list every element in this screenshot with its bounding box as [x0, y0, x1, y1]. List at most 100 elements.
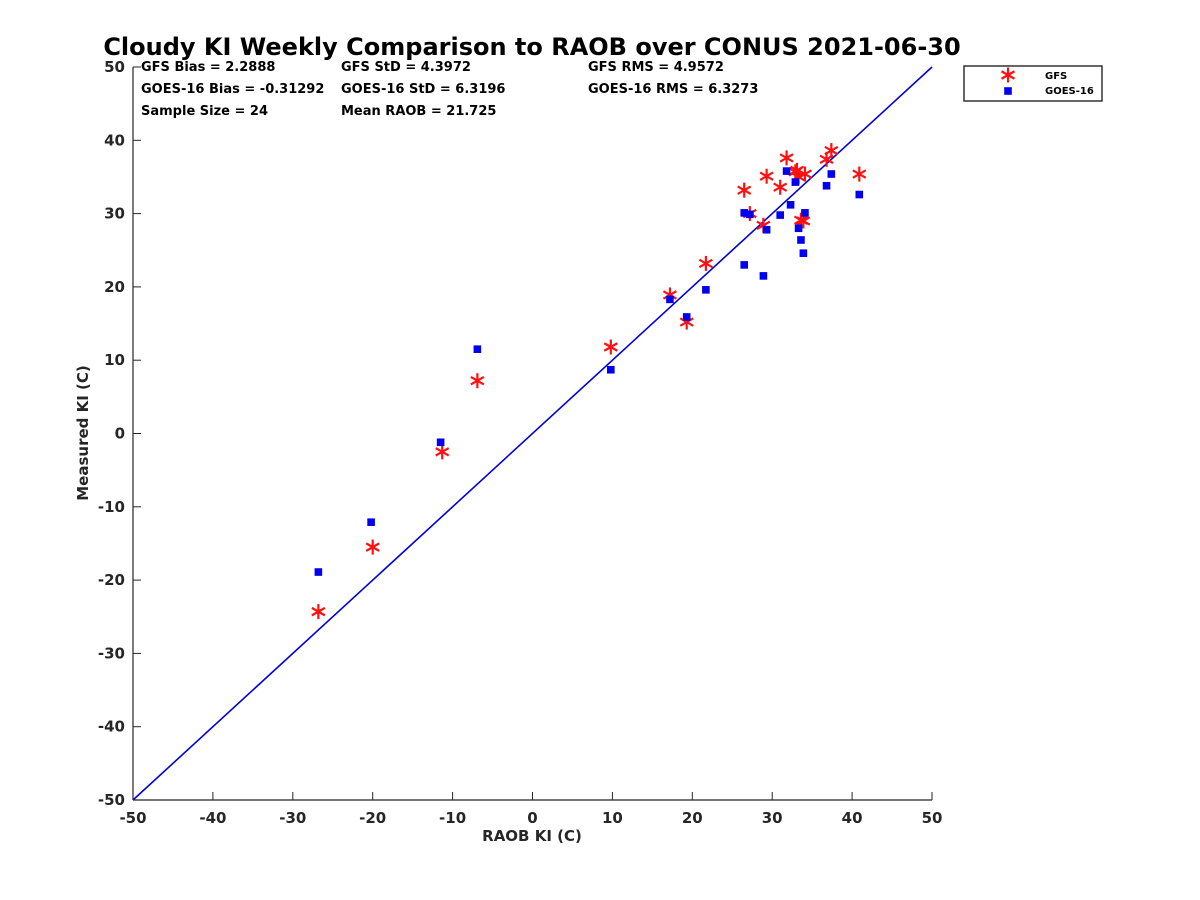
asterisk-stroke — [773, 182, 788, 192]
goes16-point — [762, 225, 771, 234]
legend: GFS GOES-16 — [963, 65, 1103, 102]
y-tick-label: 0 — [115, 425, 125, 443]
legend-goes16-label: GOES-16 — [1045, 86, 1094, 97]
legend-box — [963, 65, 1103, 102]
goes16-point — [782, 167, 791, 175]
stat-text: GFS RMS = 4.9572 — [588, 60, 724, 75]
stat-text: Mean RAOB = 21.725 — [341, 104, 496, 119]
asterisk-stroke — [819, 154, 834, 165]
goes16-point — [827, 170, 836, 178]
one-to-one-line — [132, 66, 933, 801]
gfs-point — [311, 604, 326, 620]
x-tick-label: 50 — [922, 809, 943, 827]
gfs-point — [824, 143, 839, 159]
legend-gfs-marker — [1000, 67, 1016, 83]
goes16-point — [791, 178, 800, 186]
gfs-point — [779, 150, 794, 166]
x-axis-ticks: -50 -40 -30 -20 -10 0 10 20 30 40 50 — [119, 792, 942, 827]
stat-text: GOES-16 Bias = -0.31292 — [141, 82, 324, 97]
goes16-point — [740, 209, 749, 217]
stats-panel: GFS Bias = 2.2888 GFS StD = 4.3972 GFS RMS… — [141, 60, 758, 119]
goes16-point — [799, 249, 808, 257]
x-tick-label: -20 — [359, 809, 386, 827]
asterisk-stroke — [603, 342, 618, 352]
asterisk-stroke — [311, 606, 326, 617]
goes16-point — [740, 261, 749, 269]
x-tick-label: -40 — [199, 809, 226, 827]
x-tick-label: -30 — [279, 809, 306, 827]
x-tick-label: 10 — [602, 809, 623, 827]
asterisk-stroke — [796, 216, 811, 226]
goes16-point — [436, 438, 445, 447]
x-tick-label: 30 — [762, 809, 783, 827]
goes16-point — [314, 568, 323, 576]
legend-gfs-label: GFS — [1045, 71, 1067, 82]
gfs-point — [759, 168, 774, 184]
goes16-point — [797, 236, 805, 244]
goes16-point — [702, 286, 710, 294]
asterisk-stroke — [737, 185, 752, 195]
y-tick-label: 30 — [104, 205, 125, 223]
stat-text: GFS StD = 4.3972 — [341, 60, 471, 75]
goes16-point — [801, 209, 809, 217]
y-tick-label: 40 — [104, 131, 125, 149]
gfs-point — [737, 182, 752, 198]
y-tick-label: -20 — [98, 571, 125, 589]
y-tick-label: -30 — [98, 644, 125, 662]
y-tick-label: 20 — [104, 278, 125, 296]
x-tick-label: -50 — [119, 809, 146, 827]
gfs-point — [365, 539, 380, 555]
y-tick-label: -10 — [98, 498, 125, 516]
asterisk-stroke — [698, 258, 713, 269]
gfs-point — [603, 339, 618, 355]
goes16-point — [473, 345, 482, 354]
y-tick-label: -50 — [98, 791, 125, 809]
asterisk-stroke — [779, 153, 794, 163]
goes16-point — [607, 365, 615, 374]
asterisk-stroke — [852, 169, 867, 179]
x-tick-label: 40 — [842, 809, 863, 827]
asterisk-stroke — [662, 290, 677, 300]
asterisk-stroke — [1000, 70, 1016, 80]
asterisk-stroke — [435, 447, 450, 457]
legend-goes16-marker — [1004, 87, 1012, 95]
gfs-series — [311, 143, 867, 620]
goes16-point — [682, 313, 691, 321]
asterisk-stroke — [679, 317, 694, 327]
y-axis-ticks: -50 -40 -30 -20 -10 0 10 20 30 40 50 — [98, 58, 141, 809]
gfs-point — [852, 166, 867, 182]
goes16-point — [666, 295, 674, 304]
y-tick-label: 50 — [104, 58, 125, 76]
asterisk-stroke — [824, 145, 839, 156]
y-tick-label: 10 — [104, 351, 125, 369]
x-tick-label: 0 — [527, 809, 537, 827]
stat-text: GOES-16 RMS = 6.3273 — [588, 82, 758, 97]
stat-text: GOES-16 StD = 6.3196 — [341, 82, 505, 97]
goes16-point — [367, 518, 375, 526]
gfs-point — [435, 444, 450, 460]
one-to-one-line-group — [132, 66, 933, 801]
asterisk-stroke — [797, 169, 813, 179]
gfs-point — [470, 373, 485, 389]
x-axis-label: RAOB KI (C) — [482, 827, 582, 845]
goes16-point — [794, 224, 803, 233]
x-tick-label: 20 — [682, 809, 703, 827]
goes16-series — [314, 167, 864, 576]
gfs-point — [797, 166, 813, 182]
gfs-point — [773, 179, 788, 195]
goes16-point — [776, 211, 784, 219]
chart-title: Cloudy KI Weekly Comparison to RAOB over… — [103, 33, 960, 61]
goes16-point — [786, 201, 795, 209]
stat-text: GFS Bias = 2.2888 — [141, 60, 275, 75]
goes16-point — [855, 190, 864, 199]
x-tick-label: -10 — [439, 809, 466, 827]
y-axis-label: Measured KI (C) — [74, 365, 92, 501]
asterisk-stroke — [365, 542, 380, 552]
asterisk-stroke — [470, 376, 485, 386]
goes16-point — [746, 210, 754, 219]
goes16-point — [822, 181, 831, 190]
asterisk-stroke — [759, 171, 774, 181]
stat-text: Sample Size = 24 — [141, 104, 268, 119]
